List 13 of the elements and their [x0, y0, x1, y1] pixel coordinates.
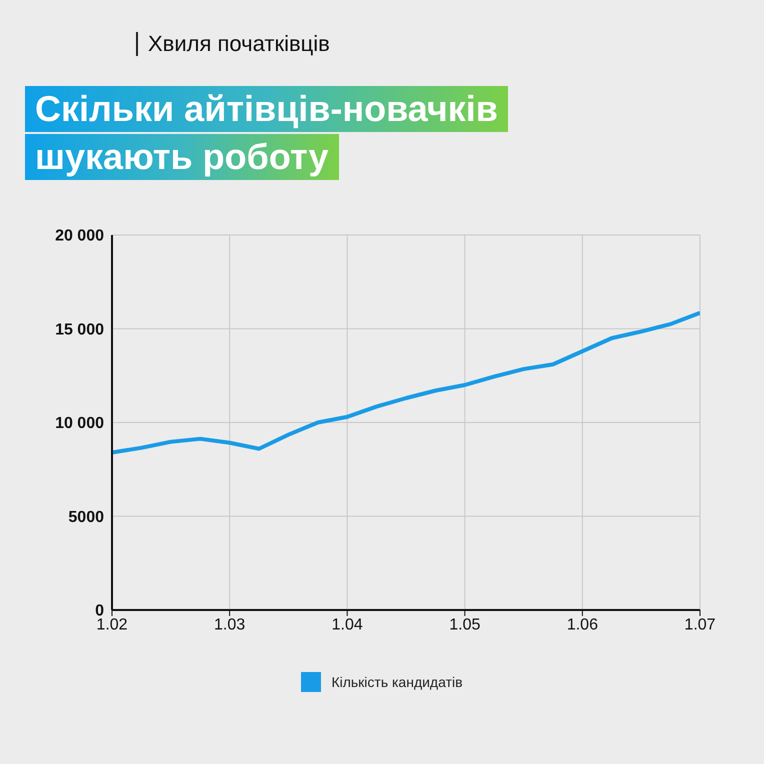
y-tick-label: 20 000	[55, 228, 104, 245]
x-tick-label: 1.04	[332, 616, 363, 634]
chart-title: Скільки айтівців-новачків шукають роботу	[34, 87, 499, 179]
y-tick-label: 15 000	[55, 321, 104, 338]
chart-subtitle: Хвиля початківців	[136, 31, 330, 56]
legend-label: Кількість кандидатів	[330, 673, 463, 692]
x-tick-label: 1.07	[684, 616, 716, 634]
line-series	[112, 310, 700, 454]
y-tick-label: 5000	[68, 508, 104, 526]
x-tick-label: 1.06	[566, 616, 598, 634]
y-tick-label: 10 000	[55, 415, 104, 432]
x-tick-label: 1.05	[449, 616, 480, 634]
x-tick-label: 1.03	[214, 616, 246, 634]
